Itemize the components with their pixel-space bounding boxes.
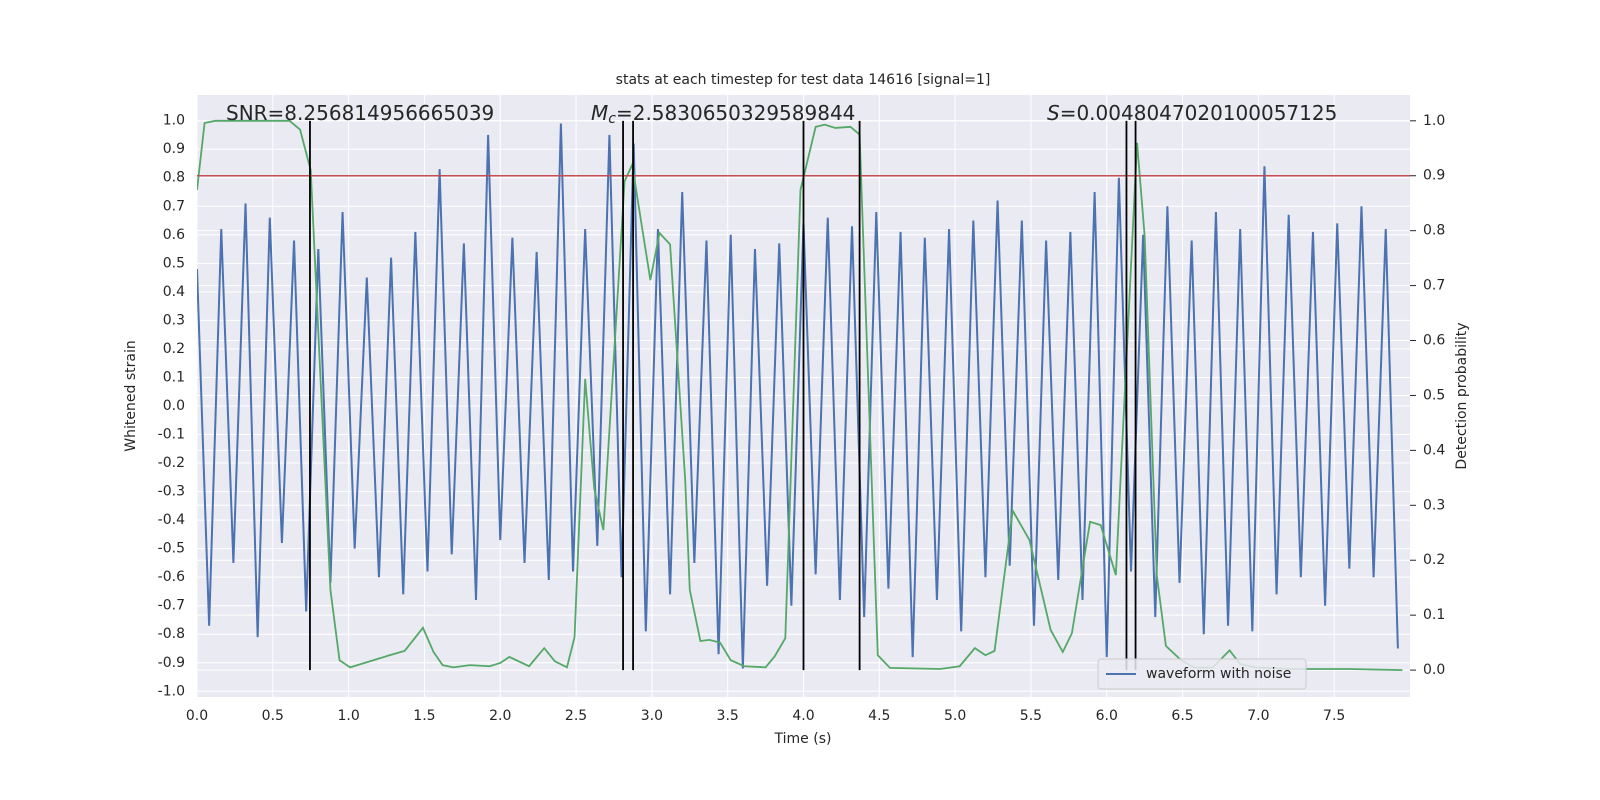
y2-tick-label: 0.2 <box>1423 552 1445 568</box>
y-tick-label: 0.8 <box>163 170 185 186</box>
annotation: SNR=8.256814956665039 <box>226 101 494 125</box>
x-tick-label: 3.0 <box>641 708 663 724</box>
x-tick-label: 4.5 <box>868 708 890 724</box>
x-tick-label: 3.5 <box>717 708 739 724</box>
x-tick-label: 2.0 <box>489 708 511 724</box>
annotation-text: =2.5830650329589844 <box>616 101 855 125</box>
y2-tick-label: 0.8 <box>1423 223 1445 239</box>
annotation-subscript: c <box>608 111 616 127</box>
chart-title: stats at each timestep for test data 146… <box>616 72 991 88</box>
y2-axis-label: Detection probability <box>1454 322 1470 469</box>
annotation: Mc=2.5830650329589844 <box>591 101 855 128</box>
y2-tick-label: 0.9 <box>1423 168 1445 184</box>
x-axis-label: Time (s) <box>774 731 832 747</box>
y2-tick-label: 1.0 <box>1423 113 1445 129</box>
x-tick-label: 0.5 <box>262 708 284 724</box>
y2-tick-label: 0.4 <box>1423 442 1445 458</box>
y2-tick-label: 0.6 <box>1423 333 1445 349</box>
annotation: S=0.0048047020100057125 <box>1047 101 1337 125</box>
annotation-text: SNR=8.256814956665039 <box>226 101 494 125</box>
x-tick-label: 6.5 <box>1171 708 1193 724</box>
annotation-text: =0.0048047020100057125 <box>1060 101 1338 125</box>
x-tick-label: 5.0 <box>944 708 966 724</box>
x-tick-label: 4.0 <box>792 708 814 724</box>
x-tick-label: 7.0 <box>1247 708 1269 724</box>
y2-tick-label: 0.3 <box>1423 497 1445 513</box>
y-tick-label: 0.1 <box>163 369 185 385</box>
y2-tick-label: 0.1 <box>1423 607 1445 623</box>
x-tick-label: 1.5 <box>413 708 435 724</box>
y-tick-label: -0.3 <box>158 484 185 500</box>
y-tick-label: 0.5 <box>163 255 185 271</box>
x-tick-label: 5.5 <box>1020 708 1042 724</box>
y-tick-label: -0.9 <box>158 655 185 671</box>
x-tick-label: 1.0 <box>337 708 359 724</box>
y-tick-label: -0.1 <box>158 427 185 443</box>
y-tick-label: -0.6 <box>158 569 185 585</box>
x-tick-label: 0.0 <box>186 708 208 724</box>
x-tick-label: 7.5 <box>1323 708 1345 724</box>
y2-tick-label: 0.7 <box>1423 278 1445 294</box>
y2-tick-label: 0.5 <box>1423 387 1445 403</box>
legend-box <box>1097 658 1307 690</box>
y-tick-label: -1.0 <box>158 683 185 699</box>
y-axis-label: Whitened strain <box>123 340 139 451</box>
legend-label: waveform with noise <box>1146 666 1291 682</box>
x-tick-label: 2.5 <box>565 708 587 724</box>
x-tick-label: 6.0 <box>1096 708 1118 724</box>
y-tick-label: 0.9 <box>163 141 185 157</box>
y-tick-label: 0.3 <box>163 312 185 328</box>
y-tick-label: 0.7 <box>163 198 185 214</box>
y-tick-label: -0.5 <box>158 541 185 557</box>
series-line <box>197 123 1399 669</box>
y-tick-label: 1.0 <box>163 113 185 129</box>
y-tick-label: 0.2 <box>163 341 185 357</box>
y-tick-label: 0.0 <box>163 398 185 414</box>
y2-tick-label: 0.0 <box>1423 662 1445 678</box>
y-tick-label: 0.6 <box>163 227 185 243</box>
y-tick-label: 0.4 <box>163 284 185 300</box>
y-tick-label: -0.7 <box>158 598 185 614</box>
y-tick-label: -0.2 <box>158 455 185 471</box>
annotation-symbol: S <box>1047 101 1060 125</box>
y-tick-label: -0.8 <box>158 626 185 642</box>
annotation-symbol: M <box>591 101 608 125</box>
y-tick-label: -0.4 <box>158 512 185 528</box>
